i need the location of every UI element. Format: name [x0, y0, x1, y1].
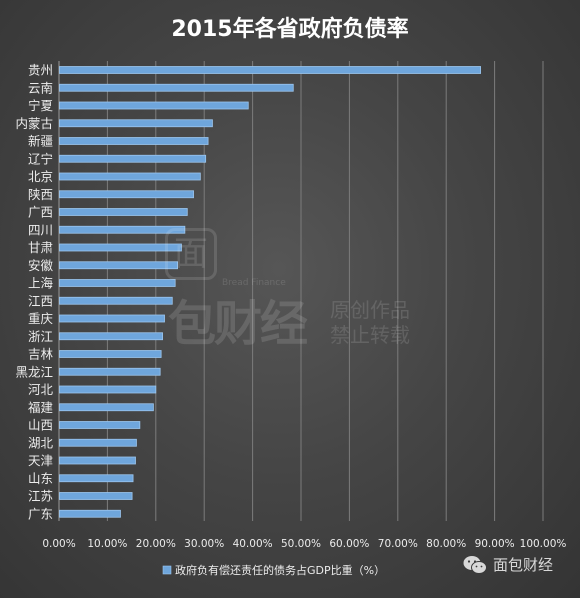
bar: [59, 421, 141, 429]
chart-title: 2015年各省政府负债率: [171, 16, 408, 42]
x-tick-label: 50.00%: [281, 538, 321, 550]
category-label: 山东: [28, 471, 53, 486]
brand-label: 面包财经: [493, 556, 554, 574]
category-label: 宁夏: [28, 98, 54, 113]
bar: [59, 243, 182, 252]
bar: [59, 261, 178, 270]
x-tick-label: 40.00%: [233, 538, 273, 550]
bar: [59, 296, 173, 305]
bar: [59, 438, 137, 447]
watermark-line2: 禁止转载: [330, 323, 410, 347]
brand-footer: 面包财经: [463, 554, 553, 575]
bar: [59, 172, 201, 181]
category-label: 四川: [28, 222, 53, 237]
watermark-line1: 原创作品: [330, 298, 410, 322]
bar: [59, 474, 134, 483]
category-label: 河北: [28, 382, 54, 397]
category-label: 安徽: [28, 258, 54, 273]
category-label: 江西: [28, 293, 53, 308]
category-label: 江苏: [28, 489, 53, 504]
x-tick-label: 70.00%: [378, 538, 418, 550]
bar: [59, 492, 133, 500]
category-label: 辽宁: [28, 151, 53, 166]
watermark-latin: Bread Finance: [222, 278, 286, 288]
x-tick-label: 30.00%: [184, 538, 224, 550]
x-tick-label: 100.00%: [520, 538, 567, 550]
category-label: 甘肃: [28, 240, 53, 255]
bar: [59, 385, 157, 394]
bar: [59, 119, 213, 128]
bar: [59, 332, 163, 341]
category-label: 吉林: [28, 347, 54, 362]
category-label: 云南: [28, 80, 53, 95]
category-label: 广西: [28, 205, 53, 220]
x-tick-label: 80.00%: [426, 538, 466, 550]
x-tick-label: 20.00%: [136, 538, 176, 550]
bar: [59, 403, 154, 412]
bar: [59, 208, 188, 216]
bar: [59, 314, 165, 323]
bar: [59, 83, 294, 92]
bar: [59, 190, 194, 199]
category-label: 浙江: [28, 329, 53, 344]
category-label: 北京: [28, 169, 53, 184]
category-label: 内蒙古: [15, 116, 53, 131]
category-label: 重庆: [28, 311, 54, 326]
watermark-brand: 包财经: [168, 296, 308, 352]
bar: [59, 137, 209, 145]
category-label: 黑龙江: [15, 364, 53, 379]
bar: [59, 154, 207, 163]
category-label: 湖北: [28, 435, 54, 450]
x-tick-label: 10.00%: [87, 538, 127, 550]
bar: [59, 279, 176, 287]
category-label: 陕西: [28, 187, 53, 202]
bar: [59, 66, 481, 74]
bar: [59, 350, 162, 358]
legend-swatch: [162, 565, 172, 575]
bar: [59, 456, 136, 465]
bar: [59, 101, 249, 110]
watermark-logo-char: 面: [174, 234, 208, 274]
category-label: 广东: [28, 506, 53, 521]
x-tick-label: 60.00%: [329, 538, 369, 550]
category-label: 新疆: [28, 134, 53, 149]
wechat-icon: [463, 555, 487, 574]
watermark-logo: 面: [165, 228, 217, 280]
category-label: 上海: [28, 276, 54, 291]
bar: [59, 367, 161, 376]
category-label: 山西: [28, 418, 53, 433]
legend-label: 政府负有偿还责任的债务占GDP比重（%）: [175, 563, 385, 577]
bar: [59, 509, 121, 518]
category-label: 福建: [28, 400, 54, 415]
bar: [59, 225, 186, 234]
category-label: 贵州: [28, 63, 53, 78]
x-tick-label: 90.00%: [475, 538, 515, 550]
category-label: 天津: [28, 453, 53, 468]
x-tick-label: 0.00%: [42, 538, 75, 550]
